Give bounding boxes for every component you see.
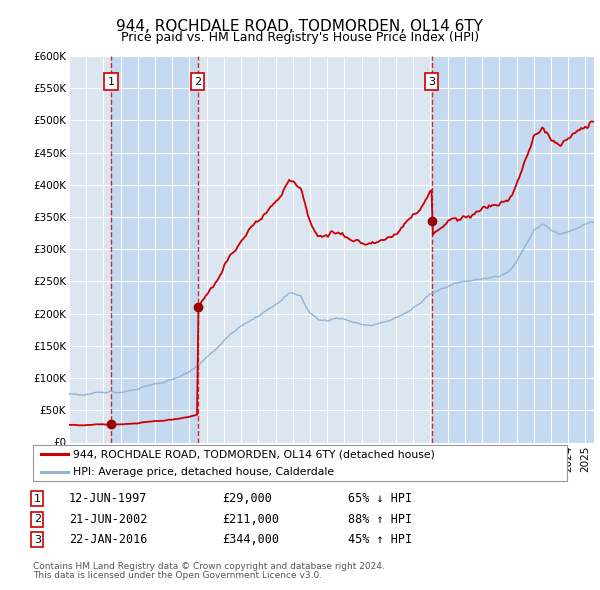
- Text: 45% ↑ HPI: 45% ↑ HPI: [348, 533, 412, 546]
- Bar: [431, 56, 594, 442]
- Text: 944, ROCHDALE ROAD, TODMORDEN, OL14 6TY: 944, ROCHDALE ROAD, TODMORDEN, OL14 6TY: [116, 19, 484, 34]
- Text: 21-JUN-2002: 21-JUN-2002: [69, 513, 148, 526]
- Text: Contains HM Land Registry data © Crown copyright and database right 2024.: Contains HM Land Registry data © Crown c…: [33, 562, 385, 571]
- Text: 2: 2: [194, 77, 201, 87]
- Text: 22-JAN-2016: 22-JAN-2016: [69, 533, 148, 546]
- Text: 3: 3: [34, 535, 41, 545]
- Text: 12-JUN-1997: 12-JUN-1997: [69, 492, 148, 505]
- Text: 944, ROCHDALE ROAD, TODMORDEN, OL14 6TY (detached house): 944, ROCHDALE ROAD, TODMORDEN, OL14 6TY …: [73, 450, 435, 459]
- Text: 3: 3: [428, 77, 435, 87]
- Text: £344,000: £344,000: [222, 533, 279, 546]
- Bar: [111, 56, 197, 442]
- Text: 2: 2: [34, 514, 41, 524]
- Text: 1: 1: [34, 494, 41, 503]
- Text: This data is licensed under the Open Government Licence v3.0.: This data is licensed under the Open Gov…: [33, 571, 322, 580]
- Text: 88% ↑ HPI: 88% ↑ HPI: [348, 513, 412, 526]
- Text: 1: 1: [107, 77, 115, 87]
- Text: HPI: Average price, detached house, Calderdale: HPI: Average price, detached house, Cald…: [73, 467, 334, 477]
- Text: £29,000: £29,000: [222, 492, 272, 505]
- Text: 65% ↓ HPI: 65% ↓ HPI: [348, 492, 412, 505]
- Text: Price paid vs. HM Land Registry's House Price Index (HPI): Price paid vs. HM Land Registry's House …: [121, 31, 479, 44]
- Text: £211,000: £211,000: [222, 513, 279, 526]
